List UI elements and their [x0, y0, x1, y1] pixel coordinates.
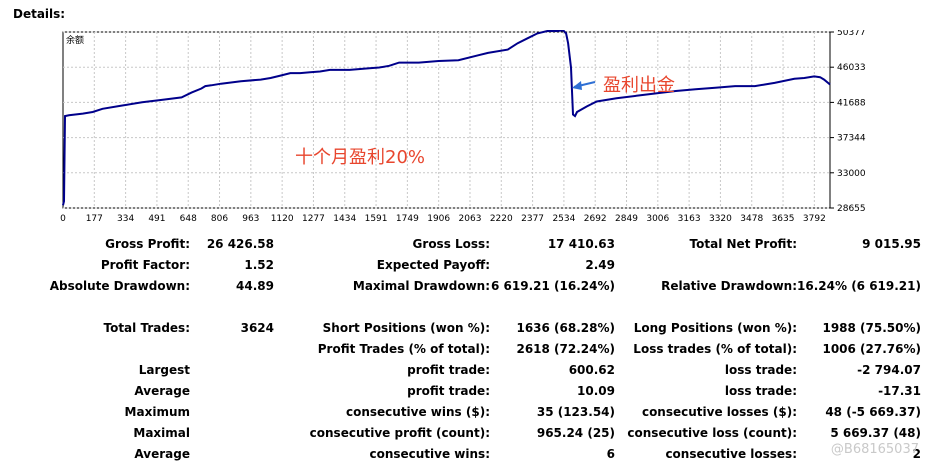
- expected-payoff-value: 2.49: [585, 258, 615, 272]
- x-tick-label: 2220: [490, 214, 513, 224]
- x-tick-label: 3478: [740, 214, 763, 224]
- x-tick-label: 1591: [365, 214, 388, 224]
- absolute-drawdown-value: 44.89: [236, 279, 274, 293]
- max-consecutive-wins-label: consecutive wins ($):: [345, 405, 490, 419]
- average-profit-trade-value: 10.09: [577, 384, 615, 398]
- chart-title: 余额: [66, 34, 84, 46]
- profit-factor-label: Profit Factor:: [100, 258, 190, 272]
- details-title: Details:: [13, 7, 66, 21]
- total-net-profit-label: Total Net Profit:: [689, 237, 797, 251]
- balance-line: [62, 30, 831, 206]
- x-tick-label: 3792: [803, 214, 826, 224]
- largest-profit-trade-label: profit trade:: [407, 363, 490, 377]
- x-tick-label: 334: [117, 214, 134, 224]
- maximal-consecutive-loss-label: consecutive loss (count):: [627, 426, 797, 440]
- average-consecutive-label: Average: [134, 447, 190, 461]
- x-tick-label: 2534: [552, 214, 575, 224]
- maximal-consecutive-profit-label: consecutive profit (count):: [309, 426, 490, 440]
- short-positions-label: Short Positions (won %):: [322, 321, 490, 335]
- maximal-consecutive-loss-value: 5 669.37 (48): [830, 426, 921, 440]
- x-tick-label: 1277: [302, 214, 325, 224]
- loss-trades-value: 1006 (27.76%): [822, 342, 921, 356]
- average-consecutive-losses-label: consecutive losses:: [665, 447, 797, 461]
- total-trades-value: 3624: [240, 321, 274, 335]
- maximal-drawdown-value: 6 619.21 (16.24%): [491, 279, 615, 293]
- y-tick-label: 33000: [837, 169, 866, 179]
- profit-factor-value: 1.52: [244, 258, 274, 272]
- x-tick-label: 648: [180, 214, 197, 224]
- y-tick-label: 28655: [837, 204, 866, 214]
- y-tick-label: 46033: [837, 63, 866, 73]
- largest-loss-trade-value: -2 794.07: [857, 363, 921, 377]
- x-tick-label: 2063: [459, 214, 482, 224]
- average-consecutive-losses-value: 2: [912, 447, 921, 461]
- gross-loss-label: Gross Loss:: [412, 237, 490, 251]
- loss-trades-label: Loss trades (% of total):: [633, 342, 797, 356]
- x-tick-label: 806: [211, 214, 228, 224]
- long-positions-value: 1988 (75.50%): [822, 321, 921, 335]
- x-tick-label: 1120: [271, 214, 294, 224]
- profit-trades-value: 2618 (72.24%): [516, 342, 615, 356]
- x-tick-label: 1749: [396, 214, 419, 224]
- expected-payoff-label: Expected Payoff:: [376, 258, 490, 272]
- x-tick-label: 177: [86, 214, 103, 224]
- largest-label: Largest: [138, 363, 190, 377]
- maximal-label: Maximal: [133, 426, 190, 440]
- y-tick-label: 50377: [837, 30, 866, 38]
- profit-trades-label: Profit Trades (% of total):: [317, 342, 490, 356]
- x-tick-label: 3635: [772, 214, 795, 224]
- relative-drawdown-label: Relative Drawdown:: [661, 279, 797, 293]
- average-consecutive-wins-label: consecutive wins:: [369, 447, 490, 461]
- max-consecutive-losses-value: 48 (-5 669.37): [825, 405, 921, 419]
- max-consecutive-wins-value: 35 (123.54): [536, 405, 615, 419]
- maximal-drawdown-label: Maximal Drawdown:: [352, 279, 490, 293]
- x-tick-label: 1434: [333, 214, 356, 224]
- balance-chart-svg: 0 177 334 491 648 806 963 1120 1277 1434 1591 1749 1…: [60, 30, 866, 224]
- long-positions-label: Long Positions (won %):: [633, 321, 797, 335]
- annotation-withdrawal: 盈利出金: [603, 75, 675, 96]
- x-tick-label: 2849: [615, 214, 638, 224]
- x-tick-label: 491: [148, 214, 165, 224]
- annotation-ten-month-profit: 十个月盈利20%: [295, 147, 425, 168]
- total-net-profit-value: 9 015.95: [862, 237, 921, 251]
- average-loss-trade-label: loss trade:: [724, 384, 797, 398]
- absolute-drawdown-label: Absolute Drawdown:: [49, 279, 190, 293]
- gross-loss-value: 17 410.63: [547, 237, 615, 251]
- x-tick-label: 3320: [709, 214, 732, 224]
- largest-profit-trade-value: 600.62: [568, 363, 615, 377]
- maximal-consecutive-profit-value: 965.24 (25): [536, 426, 615, 440]
- largest-loss-trade-label: loss trade:: [724, 363, 797, 377]
- total-trades-label: Total Trades:: [103, 321, 190, 335]
- average-loss-trade-value: -17.31: [878, 384, 921, 398]
- gross-profit-label: Gross Profit:: [105, 237, 190, 251]
- relative-drawdown-value: 16.24% (6 619.21): [797, 279, 921, 293]
- x-tick-label: 1906: [427, 214, 450, 224]
- plot-area: [62, 31, 831, 209]
- x-tick-label: 963: [242, 214, 259, 224]
- x-tick-label: 3163: [678, 214, 701, 224]
- x-tick-label: 0: [60, 214, 66, 224]
- maximum-label: Maximum: [124, 405, 190, 419]
- balance-chart: 0 177 334 491 648 806 963 1120 1277 1434 1591 1749 1…: [0, 30, 931, 230]
- annotation-arrow-head: [572, 81, 582, 90]
- x-tick-label: 2377: [521, 214, 544, 224]
- average-consecutive-wins-value: 6: [606, 447, 615, 461]
- watermark: @B68165037: [830, 442, 919, 457]
- x-tick-label: 3006: [646, 214, 669, 224]
- x-tick-label: 2692: [584, 214, 607, 224]
- short-positions-value: 1636 (68.28%): [516, 321, 615, 335]
- average-profit-trade-label: profit trade:: [407, 384, 490, 398]
- average-label: Average: [134, 384, 190, 398]
- gross-profit-value: 26 426.58: [206, 237, 274, 251]
- y-tick-label: 41688: [837, 98, 866, 108]
- max-consecutive-losses-label: consecutive losses ($):: [641, 405, 797, 419]
- y-tick-label: 37344: [837, 134, 866, 144]
